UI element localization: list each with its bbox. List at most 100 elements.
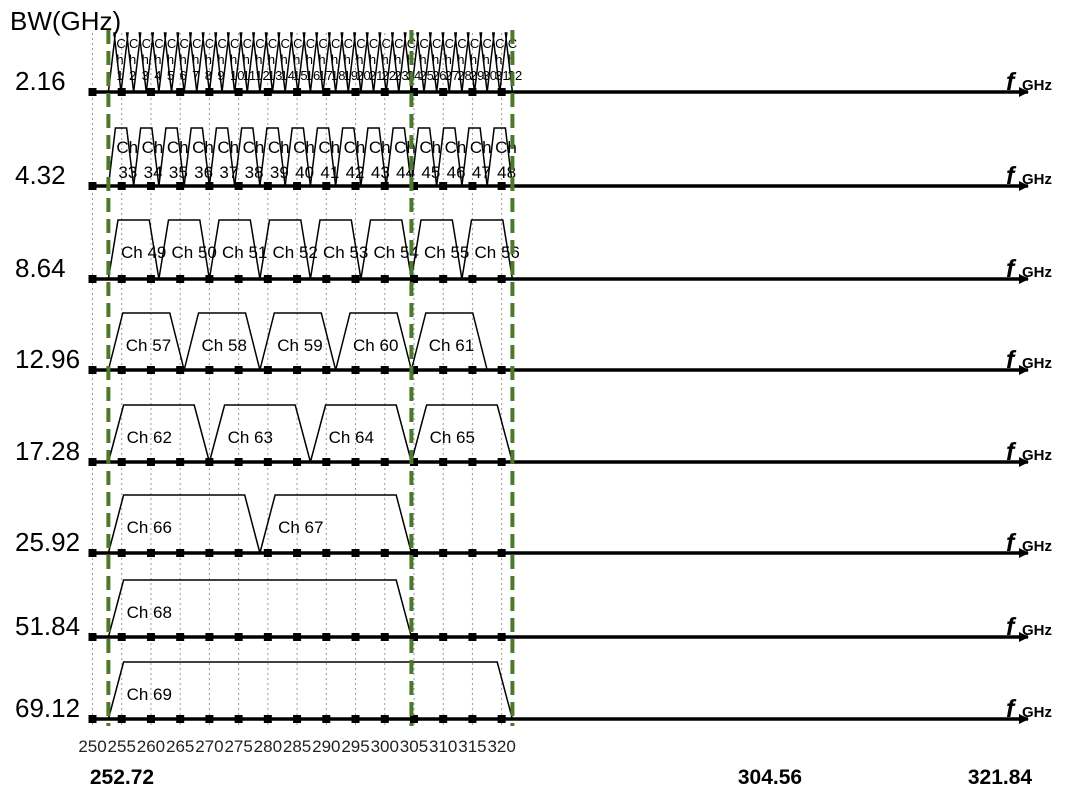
channel-label: 37 — [219, 163, 238, 182]
axis-tick-marker — [205, 366, 214, 374]
channel-label: Ch — [419, 138, 441, 157]
channel-label: Ch 66 — [127, 518, 172, 537]
channel-61 — [410, 312, 488, 371]
bw-value-label: 2.16 — [15, 66, 66, 96]
axis-tick-marker — [380, 88, 389, 96]
channel-label: Ch 68 — [127, 603, 172, 622]
axis-tick-marker — [146, 366, 155, 374]
axis-tick-marker — [263, 715, 272, 723]
axis-tick-marker — [176, 275, 185, 283]
channel-label: h — [154, 52, 161, 67]
channel-31 — [486, 32, 501, 93]
axis-tick-marker — [468, 366, 477, 374]
channel-label: h — [217, 52, 224, 67]
axis-tick-marker — [497, 549, 506, 557]
axis-unit-ghz: GHz — [1022, 447, 1052, 464]
axis-tick-marker — [351, 715, 360, 723]
channel-label: C — [470, 36, 479, 51]
channel-58 — [183, 312, 261, 371]
axis-unit-f: f — [1006, 695, 1017, 723]
axis-unit-ghz: GHz — [1022, 355, 1052, 372]
channel-label: h — [432, 52, 439, 67]
axis-tick-marker — [468, 182, 477, 190]
channel-57 — [107, 312, 185, 371]
axis-tick-marker — [293, 549, 302, 557]
axis-tick-marker — [117, 633, 126, 641]
channel-64 — [309, 404, 413, 463]
axis-tick-marker — [263, 458, 272, 466]
axis-tick-marker — [117, 366, 126, 374]
bw-value-label: 25.92 — [15, 527, 80, 557]
axis-tick-marker — [497, 458, 506, 466]
axis-unit-ghz: GHz — [1022, 704, 1052, 721]
axis-tick-marker — [409, 275, 418, 283]
tick-label-305: 305 — [400, 737, 428, 756]
channel-62 — [107, 404, 211, 463]
axis-tick-marker — [351, 88, 360, 96]
channel-rows: 2.16 f GHzCh1Ch2Ch3Ch4Ch5Ch6Ch7Ch8Ch9Ch10C… — [15, 32, 1052, 724]
channel-69 — [107, 661, 514, 720]
channel-label: Ch 58 — [202, 336, 247, 355]
row-bw-25-92: 25.92 f GHz Ch 66 Ch 67 — [15, 494, 1052, 558]
channel-10 — [221, 32, 236, 93]
tick-label-295: 295 — [341, 737, 369, 756]
axis-tick-marker — [351, 458, 360, 466]
channel-label: C — [129, 36, 138, 51]
channel-36 — [183, 127, 211, 187]
channel-label: Ch — [243, 138, 265, 157]
channel-label: h — [457, 52, 464, 67]
channel-11 — [233, 32, 249, 93]
channel-6 — [170, 32, 185, 93]
channel-label: h — [369, 52, 376, 67]
axis-tick-marker — [234, 715, 243, 723]
channel-label: C — [243, 36, 252, 51]
channel-68 — [107, 579, 413, 638]
bw-value-label: 8.64 — [15, 253, 66, 283]
axis-tick-marker — [322, 633, 331, 641]
channel-label: Ch — [318, 138, 340, 157]
channel-41 — [309, 127, 337, 187]
channel-label: h — [306, 52, 313, 67]
channel-label: h — [331, 52, 338, 67]
channel-label: 3 — [142, 68, 149, 83]
axis-tick-marker — [439, 633, 448, 641]
channel-label: 8 — [205, 68, 212, 83]
channel-20 — [347, 32, 362, 93]
axis-tick-marker — [293, 715, 302, 723]
axis-tick-marker — [439, 366, 448, 374]
axis-tick-marker — [439, 275, 448, 283]
channel-35 — [158, 127, 185, 187]
channel-label: C — [445, 36, 454, 51]
channel-7 — [183, 32, 198, 93]
axis-tick-marker — [234, 88, 243, 96]
axis-tick-marker — [88, 633, 97, 641]
tick-label-320: 320 — [487, 737, 515, 756]
channel-label: h — [356, 52, 363, 67]
axis-tick-marker — [351, 275, 360, 283]
channel-label: Ch 50 — [171, 243, 216, 262]
row-bw-8-64: 8.64 f GHz Ch 49 Ch 50 Ch 51 Ch 52 Ch 53 Ch 54 Ch… — [15, 219, 1052, 284]
channel-13 — [259, 32, 274, 93]
channel-label: Ch — [369, 138, 391, 157]
channel-39 — [259, 127, 286, 187]
channel-32 — [499, 32, 514, 93]
channel-23 — [385, 32, 400, 93]
axis-tick-marker — [88, 458, 97, 466]
axis-tick-marker — [468, 458, 477, 466]
axis-unit-ghz: GHz — [1022, 171, 1052, 188]
axis-tick-marker — [409, 458, 418, 466]
axis-tick-marker — [176, 715, 185, 723]
axis-tick-marker — [468, 549, 477, 557]
axis-tick-marker — [293, 366, 302, 374]
axis-tick-marker — [263, 275, 272, 283]
channel-label: Ch 55 — [424, 243, 469, 262]
channel-label: C — [369, 36, 378, 51]
channel-40 — [284, 127, 312, 187]
axis-unit-f: f — [1006, 68, 1017, 96]
axis-tick-marker — [322, 88, 331, 96]
axis-tick-marker — [439, 458, 448, 466]
channel-label: h — [495, 52, 502, 67]
bw-value-label: 17.28 — [15, 436, 80, 466]
boundary-label-252.72: 252.72 — [90, 766, 154, 789]
channel-42 — [334, 127, 362, 187]
